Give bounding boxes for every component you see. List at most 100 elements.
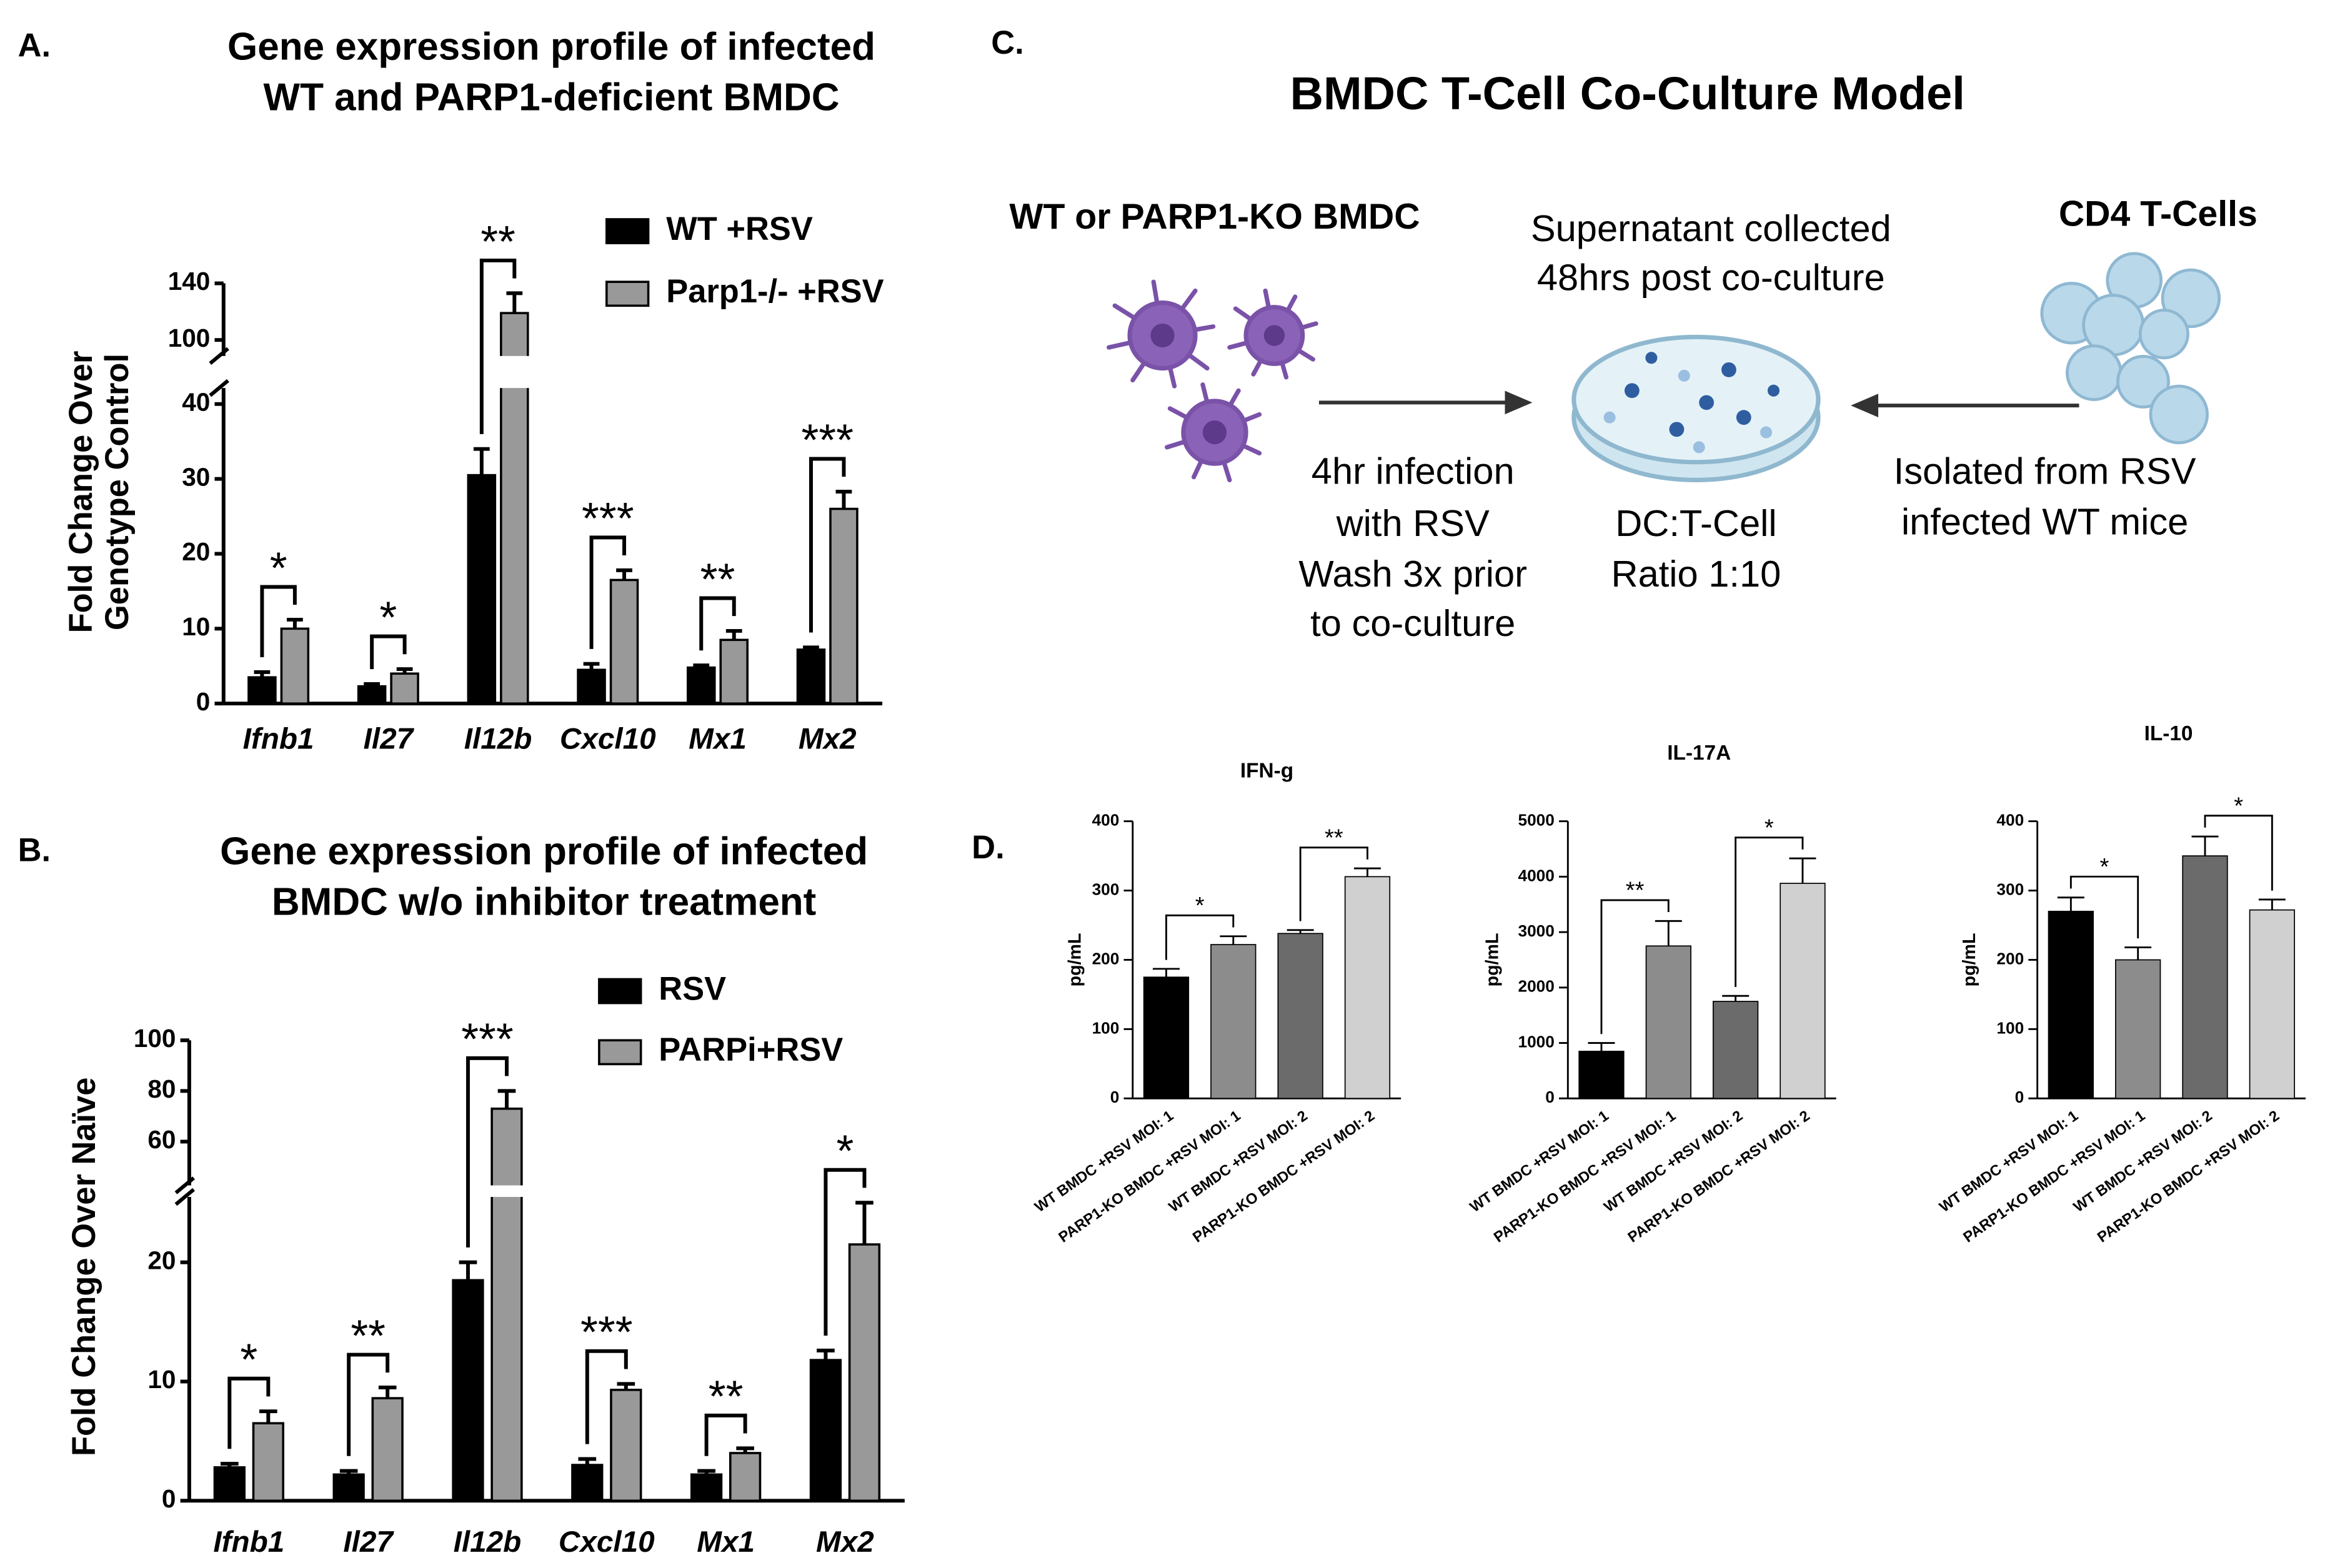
bar (252, 1422, 284, 1502)
x-tick-label: Mx1 (689, 722, 747, 755)
bar (332, 1473, 365, 1502)
y-tick-label: 40 (182, 387, 210, 416)
y-tick-label: 20 (147, 1246, 176, 1274)
y-tick-label: 0 (162, 1484, 176, 1513)
significance-label: * (379, 592, 397, 642)
y-tick-label: 60 (147, 1125, 176, 1154)
bar (571, 1464, 604, 1502)
significance-bracket (370, 634, 407, 670)
significance-bracket (260, 585, 297, 658)
significance-bracket (347, 1352, 390, 1456)
bar (280, 627, 310, 705)
y-tick-label: 0 (2015, 1088, 2024, 1106)
y-tick-label: 5000 (1518, 811, 1554, 830)
y-axis-label: pg/mL (1065, 933, 1085, 987)
bar (610, 1389, 642, 1502)
x-tick-label: Il12b (464, 722, 532, 755)
y-tick-label: 200 (1996, 949, 2024, 968)
significance-bracket (479, 258, 517, 434)
chart-title: WT and PARP1-deficient BMDC (264, 76, 840, 119)
y-tick-label: 3000 (1518, 921, 1554, 940)
y-axis-label: pg/mL (1959, 933, 1979, 987)
t-cells (2040, 252, 2221, 445)
diagram-label: WT or PARP1-KO BMDC (1009, 197, 1420, 237)
panel-label: B. (18, 833, 51, 869)
arrows (1318, 390, 2079, 417)
significance-label: ** (700, 554, 735, 604)
y-axis-label: pg/mL (1483, 933, 1503, 987)
bar (1277, 933, 1323, 1099)
bar (829, 507, 859, 705)
y-tick-label: 0 (1545, 1088, 1555, 1106)
culture-dish (1571, 334, 1821, 482)
legend-label: RSV (659, 971, 726, 1007)
significance-bracket (699, 596, 736, 651)
y-tick-label: 100 (1092, 1018, 1120, 1037)
chart-title: Gene expression profile of infected (227, 25, 875, 68)
significance-bracket (1165, 914, 1235, 960)
diagram-note: Isolated from RSV (1894, 450, 2196, 492)
x-tick-label: Il27 (343, 1526, 394, 1559)
significance-label: * (270, 543, 287, 593)
significance-bracket (227, 1376, 271, 1449)
y-tick-label: 10 (147, 1365, 176, 1394)
bar (371, 1397, 404, 1502)
significance-label: * (1195, 892, 1205, 919)
bar (1210, 944, 1257, 1099)
bar (1712, 1001, 1759, 1099)
diagram-label: CD4 T-Cells (2059, 194, 2258, 234)
bar (796, 648, 826, 705)
dendritic-cells (1107, 279, 1318, 482)
x-tick-label: Il27 (364, 722, 415, 755)
y-tick-label: 140 (168, 267, 211, 295)
significance-bracket (585, 1349, 628, 1444)
bar (390, 672, 419, 705)
chart-title: IL-10 (2144, 722, 2193, 745)
significance-label: * (240, 1335, 257, 1385)
diagram-note: with RSV (1336, 502, 1490, 544)
significance-label: *** (582, 494, 634, 543)
y-tick-label: 80 (147, 1074, 176, 1103)
legend-label: WT +RSV (666, 211, 813, 247)
significance-bracket (1299, 846, 1368, 921)
significance-label: ** (1626, 877, 1645, 904)
bar (848, 1243, 881, 1502)
y-tick-label: 400 (1996, 811, 2024, 830)
significance-bracket (1600, 899, 1670, 1035)
y-tick-label: 20 (182, 537, 210, 566)
x-tick-label: Ifnb1 (213, 1526, 284, 1559)
y-tick-label: 4000 (1518, 866, 1554, 885)
axis-break-mark (174, 1188, 195, 1206)
significance-label: * (1765, 814, 1774, 841)
bar (729, 1452, 762, 1502)
significance-bracket (824, 1168, 867, 1336)
bar (1645, 945, 1691, 1099)
significance-label: *** (461, 1015, 514, 1064)
bar (1578, 1051, 1625, 1099)
x-tick-label: Mx2 (799, 722, 857, 755)
y-axis-label: Fold Change Over Naïve (66, 1078, 102, 1456)
significance-label: * (2234, 792, 2243, 819)
bar (467, 474, 497, 705)
legend-swatch (598, 1039, 642, 1066)
bar (719, 638, 749, 705)
panel-label: C. (991, 25, 1023, 61)
y-tick-label: 400 (1092, 811, 1120, 830)
bar (452, 1279, 484, 1502)
x-tick-label: Mx1 (697, 1526, 755, 1559)
y-tick-label: 1000 (1518, 1032, 1554, 1051)
significance-label: *** (801, 415, 854, 465)
diagram-note: to co-culture (1310, 602, 1515, 644)
legend-label: Parp1-/- +RSV (666, 274, 884, 310)
significance-bracket (1735, 836, 1804, 987)
significance-bracket (809, 457, 846, 633)
y-tick-label: 100 (1996, 1018, 2024, 1037)
bar (687, 666, 716, 705)
bar (357, 685, 387, 705)
significance-label: * (2100, 853, 2109, 880)
legend-swatch (605, 280, 650, 307)
axis-break-mark (174, 1176, 195, 1194)
bar (247, 676, 277, 705)
y-tick-label: 10 (182, 612, 210, 641)
